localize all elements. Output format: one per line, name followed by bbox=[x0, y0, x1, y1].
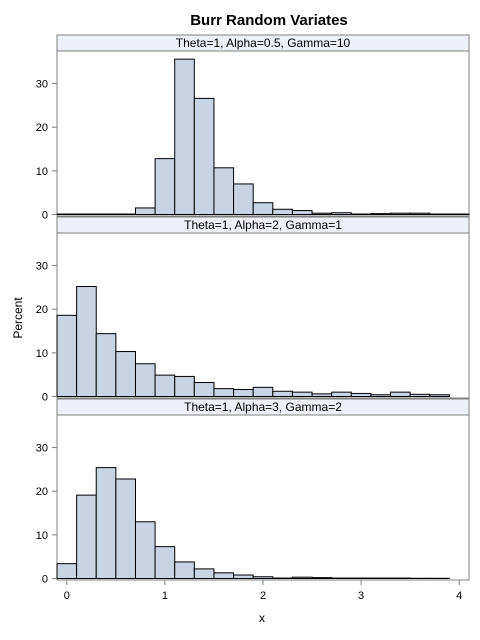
panel-title: Theta=1, Alpha=2, Gamma=1 bbox=[184, 218, 342, 232]
panel-3: Theta=1, Alpha=3, Gamma=2 0 10 20 30 bbox=[36, 398, 470, 586]
histogram-bar bbox=[350, 392, 372, 398]
histogram-bar bbox=[272, 390, 293, 398]
x-tick-label: 4 bbox=[456, 590, 462, 602]
histogram-bar bbox=[311, 577, 333, 580]
histogram-bar bbox=[331, 212, 352, 215]
panel-title: Theta=1, Alpha=0.5, Gamma=10 bbox=[176, 36, 351, 50]
histogram-bar bbox=[409, 393, 431, 398]
histogram-bar bbox=[154, 546, 176, 580]
x-tick-label: 3 bbox=[358, 590, 364, 602]
histogram-bar bbox=[95, 467, 117, 580]
histogram-bar bbox=[233, 389, 254, 397]
chart-panels: Theta=1, Alpha=0.5, Gamma=100102030Theta… bbox=[36, 34, 470, 586]
panel-2: Theta=1, Alpha=2, Gamma=1 0 10 20 30 bbox=[36, 216, 470, 404]
histogram-bar bbox=[291, 576, 313, 580]
x-tick-label: 2 bbox=[260, 590, 266, 602]
histogram-bar bbox=[252, 386, 274, 397]
histogram-bar bbox=[56, 563, 78, 579]
y-tick-label: 30 bbox=[36, 79, 48, 91]
x-axis-label: x bbox=[259, 611, 265, 625]
histogram-bar bbox=[390, 391, 411, 398]
histogram-bar bbox=[213, 572, 235, 580]
y-tick-label: 10 bbox=[36, 166, 48, 178]
histogram-bar bbox=[213, 167, 235, 216]
histogram-bar bbox=[115, 351, 136, 398]
y-tick-label: 30 bbox=[36, 443, 48, 455]
histogram-bar bbox=[331, 391, 352, 398]
histogram-bar bbox=[193, 97, 215, 215]
y-tick-label: 20 bbox=[36, 486, 48, 498]
x-axis: 0 1 2 3 4 bbox=[64, 580, 462, 602]
histogram-bar bbox=[311, 212, 333, 216]
histogram-bar bbox=[291, 391, 313, 398]
y-tick-label: 30 bbox=[36, 261, 48, 273]
histogram-bar bbox=[252, 202, 274, 216]
histogram-bar bbox=[252, 576, 274, 579]
histogram-bar bbox=[76, 286, 97, 398]
histogram-bar bbox=[193, 568, 215, 580]
x-tick-label: 1 bbox=[162, 590, 168, 602]
histogram-bar bbox=[213, 388, 235, 398]
y-tick-label: 0 bbox=[42, 392, 48, 404]
histogram-bar bbox=[174, 561, 195, 579]
histogram-bar bbox=[134, 207, 156, 215]
panel-1: Theta=1, Alpha=0.5, Gamma=10 0 10 20 30 bbox=[36, 34, 470, 222]
histogram-bar bbox=[409, 212, 431, 216]
y-tick-label: 20 bbox=[36, 304, 48, 316]
histogram-bar bbox=[291, 210, 313, 216]
y-tick-label: 0 bbox=[42, 210, 48, 222]
panel-frame bbox=[56, 50, 470, 217]
histogram-bar bbox=[233, 183, 254, 215]
histogram-bar bbox=[370, 213, 392, 216]
histogram-bar bbox=[174, 58, 195, 215]
x-tick-label: 0 bbox=[64, 590, 70, 602]
histogram-bar bbox=[193, 382, 215, 397]
y-tick-label: 20 bbox=[36, 122, 48, 134]
histogram-bar bbox=[174, 375, 195, 398]
histogram-bar bbox=[233, 574, 254, 580]
chart-title: Burr Random Variates bbox=[190, 12, 348, 29]
histogram-bar bbox=[134, 521, 156, 580]
y-tick-label: 0 bbox=[42, 574, 48, 586]
histogram-bar bbox=[272, 208, 293, 215]
histogram-bar bbox=[95, 333, 117, 397]
histogram-bar bbox=[429, 394, 450, 397]
histogram-bar bbox=[390, 212, 411, 216]
histogram-bar bbox=[56, 314, 78, 397]
histogram-bar bbox=[134, 363, 156, 398]
histogram-bar bbox=[311, 393, 333, 398]
panel-title: Theta=1, Alpha=3, Gamma=2 bbox=[184, 400, 342, 414]
histogram-bar bbox=[154, 158, 176, 216]
y-axis-label: Percent bbox=[11, 297, 25, 339]
histogram-bar bbox=[370, 394, 392, 397]
y-tick-label: 10 bbox=[36, 348, 48, 360]
y-tick-label: 10 bbox=[36, 530, 48, 542]
histogram-bar bbox=[76, 494, 97, 580]
histogram-bar bbox=[115, 478, 136, 580]
histogram-bar bbox=[154, 374, 176, 397]
